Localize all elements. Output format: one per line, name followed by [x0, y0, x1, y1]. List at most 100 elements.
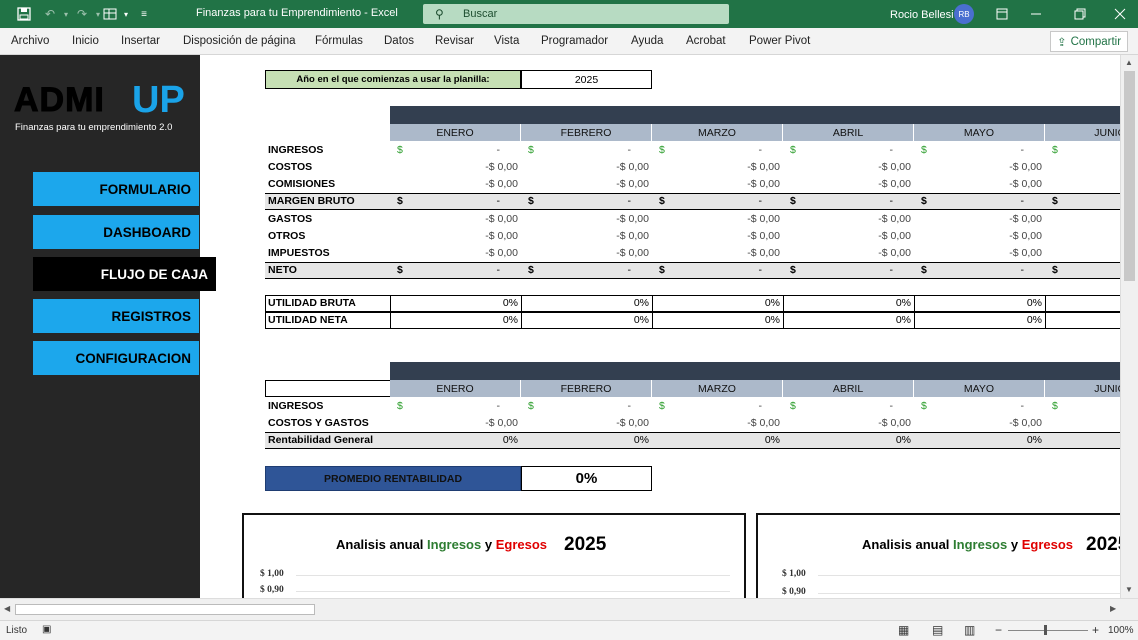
cell-value[interactable]: -	[496, 400, 501, 412]
cell-value[interactable]: -	[758, 144, 763, 156]
tab-insertar[interactable]: Insertar	[121, 35, 160, 47]
scroll-down-icon[interactable]: ▼	[1125, 585, 1133, 594]
month-header[interactable]: FEBRERO	[521, 124, 652, 141]
redo-icon[interactable]: ↷	[76, 7, 88, 21]
currency-sign[interactable]: $	[397, 195, 403, 207]
cell-value[interactable]: -$ 0,00	[747, 161, 780, 173]
month-header[interactable]: MARZO	[652, 124, 783, 141]
util-value[interactable]: 0%	[502, 297, 518, 309]
ribbon-display-icon[interactable]	[992, 4, 1012, 24]
tab-inicio[interactable]: Inicio	[72, 35, 99, 47]
cell-value[interactable]: -$ 0,00	[485, 161, 518, 173]
restore-icon[interactable]	[1070, 4, 1090, 24]
nav-flujo-de-caja-button[interactable]: FLUJO DE CAJA	[33, 257, 216, 291]
util-value[interactable]: 0%	[764, 314, 780, 326]
cell-value[interactable]: -$ 0,00	[1009, 178, 1042, 190]
cell-value[interactable]: 0%	[633, 434, 649, 446]
cell-value[interactable]: -$ 0,00	[1009, 247, 1042, 259]
util-value[interactable]: 0%	[633, 297, 649, 309]
cell-value[interactable]: -	[627, 144, 632, 156]
table2-corner-cell[interactable]	[265, 380, 391, 397]
cell-value[interactable]: -	[889, 400, 894, 412]
cell-value[interactable]: -$ 0,00	[878, 161, 911, 173]
cell-value[interactable]: -$ 0,00	[878, 417, 911, 429]
cell-value[interactable]: -	[496, 264, 501, 276]
currency-sign[interactable]: $	[1052, 264, 1058, 276]
cell-value[interactable]: -$ 0,00	[1009, 230, 1042, 242]
cell-value[interactable]: -	[889, 144, 894, 156]
save-icon[interactable]	[16, 6, 32, 22]
row-label[interactable]: NETO	[268, 264, 297, 276]
currency-sign[interactable]: $	[528, 264, 534, 276]
currency-sign[interactable]: $	[790, 264, 796, 276]
cell-value[interactable]: -	[1105, 400, 1120, 412]
util-value[interactable]: 0%	[502, 314, 518, 326]
zoom-in-icon[interactable]: +	[1092, 623, 1100, 637]
currency-sign[interactable]: $	[397, 264, 403, 276]
cell-value[interactable]: -	[1020, 195, 1025, 207]
cell-value[interactable]: -$ 0,00	[747, 230, 780, 242]
util-value[interactable]: 0%	[764, 297, 780, 309]
cell-value[interactable]: 0%	[502, 434, 518, 446]
currency-sign[interactable]: $	[528, 195, 534, 207]
row-label[interactable]: MARGEN BRUTO	[268, 195, 355, 207]
row-label[interactable]: GASTOS	[268, 213, 313, 225]
month-header[interactable]: MAYO	[914, 124, 1045, 141]
cell-value[interactable]: -	[1020, 400, 1025, 412]
currency-sign[interactable]: $	[1052, 195, 1058, 207]
cell-value[interactable]: -$ 0,00	[485, 417, 518, 429]
month-header[interactable]: ABRIL	[783, 380, 914, 397]
customize-toolbar-icon[interactable]: ≡	[141, 8, 147, 20]
zoom-slider[interactable]	[1008, 630, 1088, 631]
row-label[interactable]: COSTOS Y GASTOS	[268, 417, 369, 429]
table-format-icon[interactable]	[102, 6, 118, 22]
cell-value[interactable]: -	[758, 195, 763, 207]
cell-value[interactable]: 0%	[895, 434, 911, 446]
currency-sign[interactable]: $	[790, 195, 796, 207]
tab-revisar[interactable]: Revisar	[435, 35, 474, 47]
cell-value[interactable]: -	[1020, 264, 1025, 276]
minimize-icon[interactable]	[1026, 4, 1046, 24]
promedio-label[interactable]: PROMEDIO RENTABILIDAD	[265, 466, 521, 491]
page-break-icon[interactable]: ▥	[964, 623, 976, 637]
cell-value[interactable]: -$ 0,00	[485, 178, 518, 190]
cell-value[interactable]: -	[889, 264, 894, 276]
cell-value[interactable]: -	[1105, 144, 1120, 156]
cell-value[interactable]: -$ 0,00	[1009, 213, 1042, 225]
cell-value[interactable]: -$ 0,00	[878, 213, 911, 225]
util-value[interactable]: 0%	[895, 297, 911, 309]
redo-dropdown-icon[interactable]: ▾	[95, 9, 100, 19]
currency-sign[interactable]: $	[790, 400, 796, 412]
row-label[interactable]: COMISIONES	[268, 178, 336, 190]
cell-value[interactable]: -$ 0,00	[1085, 161, 1120, 173]
cell-value[interactable]: -	[1020, 144, 1025, 156]
year-label-cell[interactable]: Año en el que comienzas a usar la planil…	[265, 70, 521, 89]
currency-sign[interactable]: $	[921, 400, 927, 412]
scroll-left-icon[interactable]: ◀	[4, 604, 11, 613]
currency-sign[interactable]: $	[921, 144, 927, 156]
user-name[interactable]: Rocio Bellesi	[890, 9, 954, 21]
tab-programador[interactable]: Programador	[541, 35, 609, 47]
month-header[interactable]: ABRIL	[783, 124, 914, 141]
chart-annual-right[interactable]: Analisis anual Ingresos y Egresos 2025 $…	[756, 513, 1120, 598]
tab-disposicion[interactable]: Disposición de página	[183, 35, 296, 47]
month-header[interactable]: JUNIO	[1045, 124, 1120, 141]
share-button[interactable]: ⇪ Compartir	[1050, 31, 1128, 52]
format-dropdown-icon[interactable]: ▾	[123, 9, 128, 19]
row-label[interactable]: INGRESOS	[268, 144, 324, 156]
cell-value[interactable]: 0%	[764, 434, 780, 446]
cell-value[interactable]: -$ 0,00	[878, 178, 911, 190]
vertical-scroll-thumb[interactable]	[1124, 71, 1135, 281]
promedio-value[interactable]: 0%	[521, 466, 652, 491]
undo-icon[interactable]: ↶	[44, 7, 56, 21]
currency-sign[interactable]: $	[528, 144, 534, 156]
page-layout-icon[interactable]: ▤	[932, 623, 944, 637]
cell-value[interactable]: -	[496, 195, 501, 207]
cell-value[interactable]: -	[627, 400, 632, 412]
horizontal-scroll-thumb[interactable]	[15, 604, 315, 615]
cell-value[interactable]: -$ 0,00	[878, 247, 911, 259]
currency-sign[interactable]: $	[921, 264, 927, 276]
cell-value[interactable]: -	[758, 264, 763, 276]
nav-formulario-button[interactable]: FORMULARIO	[33, 172, 199, 206]
cell-value[interactable]: -$ 0,00	[616, 213, 649, 225]
